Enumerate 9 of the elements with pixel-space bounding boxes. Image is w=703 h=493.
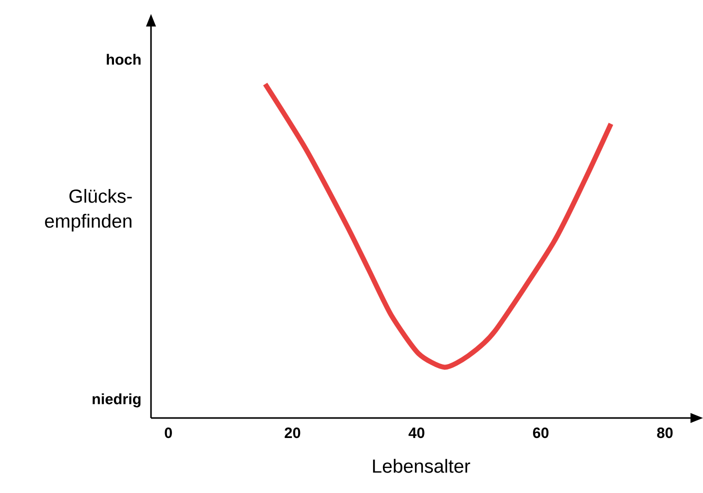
x-tick-label: 60	[533, 428, 548, 438]
x-axis-title: Lebensalter	[373, 458, 470, 473]
x-tick-label: 0	[164, 428, 172, 438]
text: niedrig	[92, 393, 140, 408]
text: hoch	[106, 54, 141, 65]
y-axis-title: Glücks-empfinden	[45, 188, 132, 232]
x-tick-label: 80	[657, 428, 673, 438]
x-tick-label: 20	[284, 428, 300, 438]
x-tick-label: 40	[408, 428, 424, 438]
